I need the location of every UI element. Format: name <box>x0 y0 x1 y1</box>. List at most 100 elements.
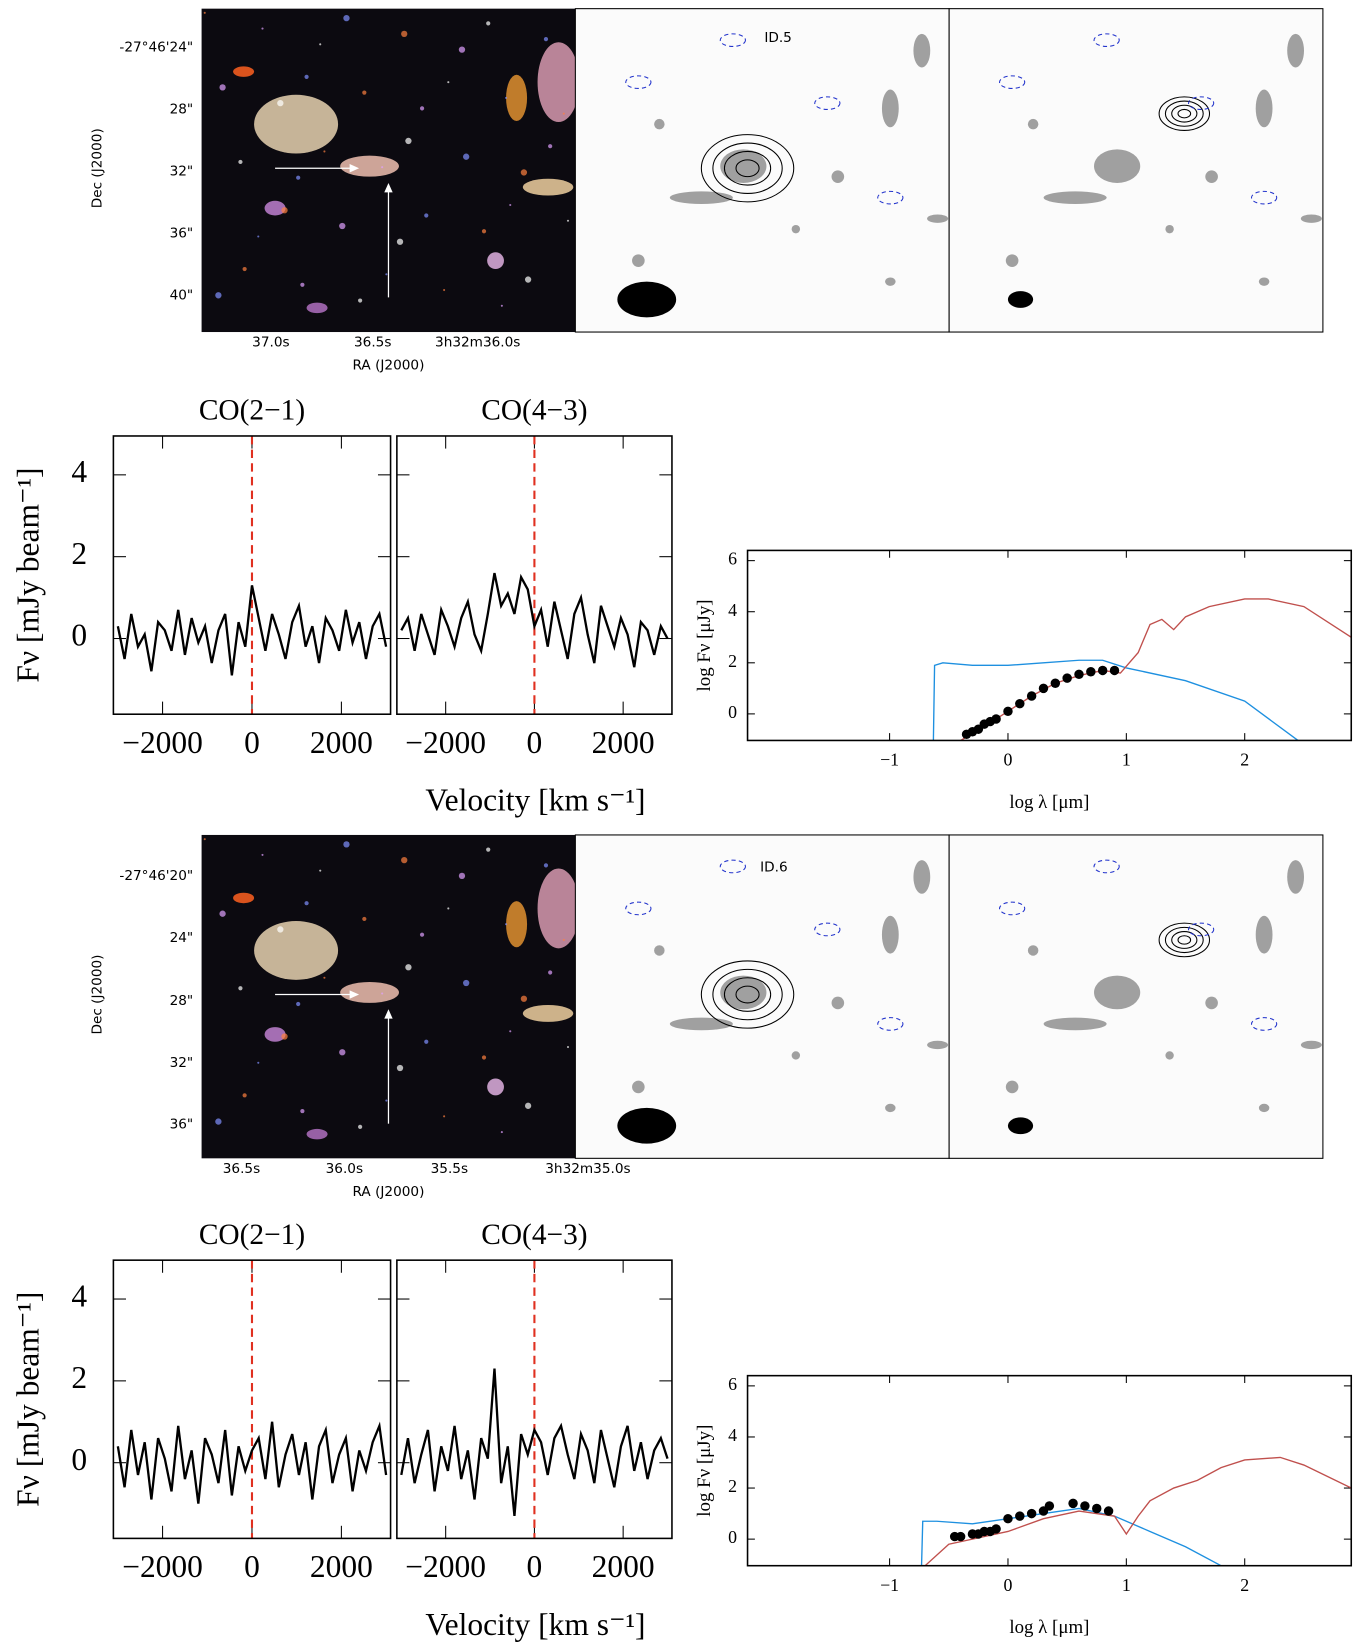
star <box>242 1093 247 1098</box>
star <box>304 901 309 906</box>
series-line <box>116 585 388 676</box>
y-tick-label: 2 <box>71 536 87 571</box>
x-tick-label: 3h32m35.0s <box>545 1161 630 1177</box>
star <box>463 979 470 987</box>
star <box>339 222 346 230</box>
series-group <box>920 1456 1352 1566</box>
x-tick-label: 0 <box>527 1549 543 1584</box>
negative-contour <box>1187 922 1215 937</box>
galaxy <box>522 1005 574 1022</box>
negative-contour <box>1093 859 1120 874</box>
series-line <box>924 1456 1352 1566</box>
x-tick-label: 0 <box>527 725 543 760</box>
star <box>358 298 363 303</box>
galaxy <box>1043 191 1107 204</box>
arrow-head <box>384 1009 393 1019</box>
star <box>405 964 412 971</box>
y-tick-label: -27°46'20" <box>119 868 193 884</box>
chart-title: CO(4−3) <box>481 1219 587 1251</box>
x-tick-label: 3h32m36.0s <box>435 335 520 351</box>
star <box>323 976 326 979</box>
data-point <box>1026 1508 1037 1519</box>
plot-frame <box>746 1374 1353 1567</box>
chart-title: CO(2−1) <box>199 395 305 427</box>
star <box>562 938 565 941</box>
y-tick-label: 0 <box>71 618 87 653</box>
series-line <box>932 659 1299 741</box>
x-tick-label: 0 <box>1004 1575 1013 1595</box>
data-point <box>1044 1501 1055 1511</box>
negative-contour <box>999 901 1026 916</box>
x-axis-label: RA (J2000) <box>353 358 425 374</box>
galaxy <box>1165 1051 1174 1060</box>
star <box>396 1064 404 1072</box>
source-label: ID.6 <box>760 859 788 875</box>
negative-contour <box>814 922 841 937</box>
galaxy <box>1043 1017 1107 1031</box>
contour <box>1164 100 1204 127</box>
x-tick-label: 2000 <box>310 725 373 760</box>
star <box>481 229 487 234</box>
galaxy <box>1287 33 1305 68</box>
star <box>509 1030 512 1033</box>
star <box>242 266 247 272</box>
negative-contour <box>877 1017 904 1031</box>
galaxy <box>254 921 339 980</box>
series-group <box>116 435 388 715</box>
y-axis-label: Dec (J2000) <box>90 955 106 1035</box>
y-tick-label: 2 <box>728 651 737 671</box>
contour <box>712 968 783 1021</box>
galaxy <box>1258 1103 1270 1113</box>
data-point <box>955 1531 966 1542</box>
star <box>520 169 528 176</box>
negative-contour <box>1250 190 1278 205</box>
series-group <box>932 598 1352 741</box>
contour <box>735 985 760 1004</box>
x-tick-label: −1 <box>880 750 899 770</box>
x-axis-label: RA (J2000) <box>353 1184 425 1200</box>
contour <box>700 134 795 203</box>
plot-frame <box>112 435 392 715</box>
series-group <box>400 435 669 715</box>
x-tick-label: 36.5s <box>223 1161 260 1177</box>
negative-contour <box>814 96 841 110</box>
arrow-head <box>349 164 360 173</box>
star <box>419 106 425 111</box>
y-tick-label: 0 <box>728 702 737 722</box>
x-tick-label: 37.0s <box>252 335 289 351</box>
plot-frame <box>746 549 1353 742</box>
negative-contour <box>625 75 652 89</box>
star <box>548 144 553 149</box>
galaxy <box>913 33 931 68</box>
y-tick-label: 4 <box>728 600 737 620</box>
star <box>257 235 260 238</box>
star <box>238 159 243 165</box>
x-tick-label: −2000 <box>122 1549 203 1584</box>
star <box>281 207 288 214</box>
star <box>548 970 553 975</box>
negative-contour <box>999 75 1026 89</box>
y-tick-label: 36" <box>170 225 194 241</box>
star <box>319 869 322 872</box>
star <box>219 84 226 91</box>
contour <box>723 977 772 1012</box>
data-point <box>1074 669 1084 680</box>
x-tick-label: −1 <box>880 1575 899 1595</box>
galaxy <box>791 1051 801 1060</box>
galaxy <box>927 1040 949 1050</box>
star <box>238 986 243 991</box>
galaxy <box>1027 945 1039 956</box>
star <box>215 292 222 299</box>
star <box>219 910 226 917</box>
star <box>296 1001 301 1007</box>
galaxy <box>264 1027 286 1042</box>
series-line <box>116 1421 388 1504</box>
contour <box>712 142 783 194</box>
star <box>381 166 384 169</box>
star <box>362 90 367 95</box>
galaxy <box>831 996 845 1010</box>
star <box>486 21 491 26</box>
series-line <box>960 598 1352 741</box>
data-point <box>1086 667 1096 677</box>
star <box>277 100 284 107</box>
